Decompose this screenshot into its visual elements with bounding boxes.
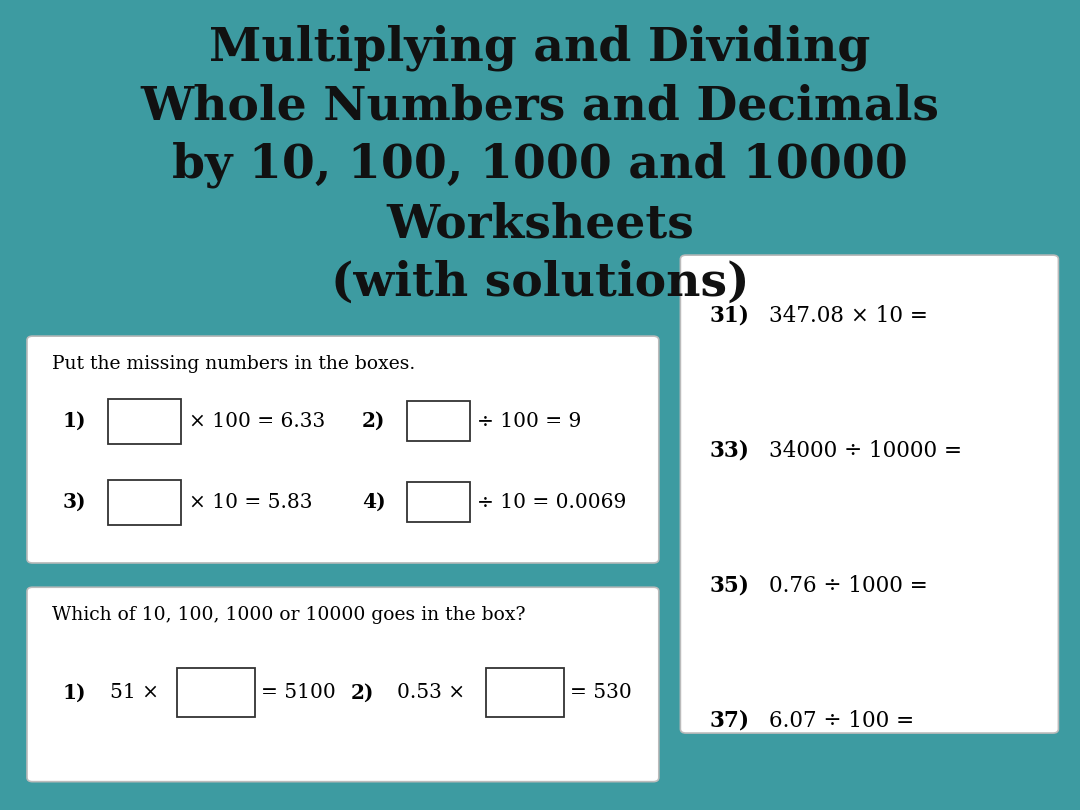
Text: 347.08 × 10 =: 347.08 × 10 = <box>769 305 928 327</box>
Bar <box>108 399 181 444</box>
Text: Which of 10, 100, 1000 or 10000 goes in the box?: Which of 10, 100, 1000 or 10000 goes in … <box>52 606 525 624</box>
FancyBboxPatch shape <box>27 336 659 563</box>
Text: 0.76 ÷ 1000 =: 0.76 ÷ 1000 = <box>769 575 928 597</box>
FancyBboxPatch shape <box>27 587 659 782</box>
Text: 1): 1) <box>63 411 86 431</box>
Text: 37): 37) <box>710 710 750 732</box>
Bar <box>407 401 470 441</box>
Text: 33): 33) <box>710 440 750 462</box>
Bar <box>177 668 255 717</box>
Text: = 530: = 530 <box>570 683 632 702</box>
Bar <box>486 668 564 717</box>
Text: 6.07 ÷ 100 =: 6.07 ÷ 100 = <box>769 710 914 732</box>
Text: 3): 3) <box>63 492 86 512</box>
Bar <box>407 482 470 522</box>
Text: 0.53 ×: 0.53 × <box>397 683 465 702</box>
Text: Put the missing numbers in the boxes.: Put the missing numbers in the boxes. <box>52 355 415 373</box>
Text: ÷ 10 = 0.0069: ÷ 10 = 0.0069 <box>477 492 626 512</box>
Text: 2): 2) <box>362 411 386 431</box>
Text: 2): 2) <box>351 683 375 702</box>
Text: × 100 = 6.33: × 100 = 6.33 <box>189 411 325 431</box>
Text: 1): 1) <box>63 683 86 702</box>
Text: 4): 4) <box>362 492 386 512</box>
Text: = 5100: = 5100 <box>261 683 336 702</box>
Text: 51 ×: 51 × <box>110 683 159 702</box>
Text: × 10 = 5.83: × 10 = 5.83 <box>189 492 312 512</box>
FancyBboxPatch shape <box>680 255 1058 733</box>
Text: 35): 35) <box>710 575 750 597</box>
Bar <box>108 480 181 525</box>
Text: ÷ 100 = 9: ÷ 100 = 9 <box>477 411 582 431</box>
Text: 31): 31) <box>710 305 750 327</box>
Text: Multiplying and Dividing
Whole Numbers and Decimals
by 10, 100, 1000 and 10000
W: Multiplying and Dividing Whole Numbers a… <box>140 24 940 305</box>
Text: 34000 ÷ 10000 =: 34000 ÷ 10000 = <box>769 440 962 462</box>
